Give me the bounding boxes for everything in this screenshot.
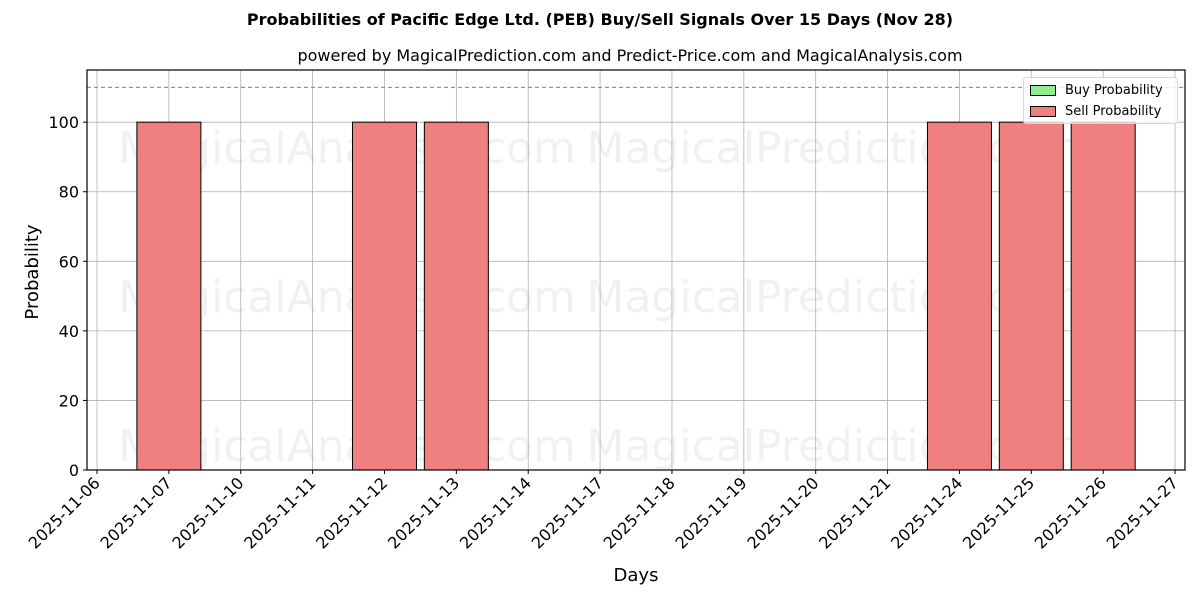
chart-title: Probabilities of Pacific Edge Ltd. (PEB)…	[246, 10, 954, 29]
legend-label-buy: Buy Probability	[1065, 82, 1163, 98]
buy-swatch-icon	[1030, 84, 1056, 96]
bar-sell-probability	[1070, 121, 1136, 471]
bar-sell-probability	[926, 121, 992, 471]
bar-sell-probability	[136, 121, 202, 471]
legend-item-sell: Sell Probability	[1030, 102, 1161, 120]
x-tick-label: 2025-11-12	[312, 473, 391, 552]
x-tick-label: 2025-11-17	[528, 473, 607, 552]
x-tick-label: 2025-11-27	[1103, 473, 1182, 552]
chart-subtitle: powered by MagicalPrediction.com and Pre…	[297, 46, 963, 65]
x-tick-label: 2025-11-07	[97, 473, 176, 552]
x-tick-label: 2025-11-24	[887, 473, 966, 552]
x-axis-ticks: 2025-11-062025-11-072025-11-102025-11-11…	[25, 470, 1182, 553]
bars	[136, 121, 1136, 471]
axes-frame	[86, 69, 1186, 471]
x-tick-label: 2025-11-14	[456, 473, 535, 552]
x-tick-label: 2025-11-21	[815, 473, 894, 552]
x-axis-label: Days	[614, 565, 659, 586]
x-tick-label: 2025-11-26	[1031, 473, 1110, 552]
bar-sell-probability	[423, 121, 489, 471]
sell-swatch-icon	[1030, 105, 1056, 117]
bar-sell-probability	[351, 121, 417, 471]
x-tick-label: 2025-11-20	[743, 473, 822, 552]
legend: Buy Probability Sell Probability	[1023, 77, 1178, 124]
y-tick-label: 100	[48, 113, 79, 132]
legend-item-buy: Buy Probability	[1030, 81, 1163, 99]
bar-sell-probability	[998, 121, 1064, 471]
legend-label-sell: Sell Probability	[1065, 103, 1162, 119]
y-tick-label: 60	[59, 252, 79, 271]
x-tick-label: 2025-11-11	[240, 473, 319, 552]
y-tick-label: 0	[69, 461, 79, 480]
x-tick-label: 2025-11-06	[25, 473, 104, 552]
y-axis-ticks: 0 20 40 60 80 100	[48, 113, 87, 480]
x-tick-label: 2025-11-25	[959, 473, 1038, 552]
x-tick-label: 2025-11-10	[168, 473, 247, 552]
x-tick-label: 2025-11-18	[600, 473, 679, 552]
y-tick-label: 80	[59, 183, 79, 202]
x-tick-label: 2025-11-19	[671, 473, 750, 552]
x-tick-label: 2025-11-13	[384, 473, 463, 552]
y-axis-label: Probability	[22, 224, 43, 319]
y-tick-label: 20	[59, 391, 79, 410]
y-tick-label: 40	[59, 322, 79, 341]
